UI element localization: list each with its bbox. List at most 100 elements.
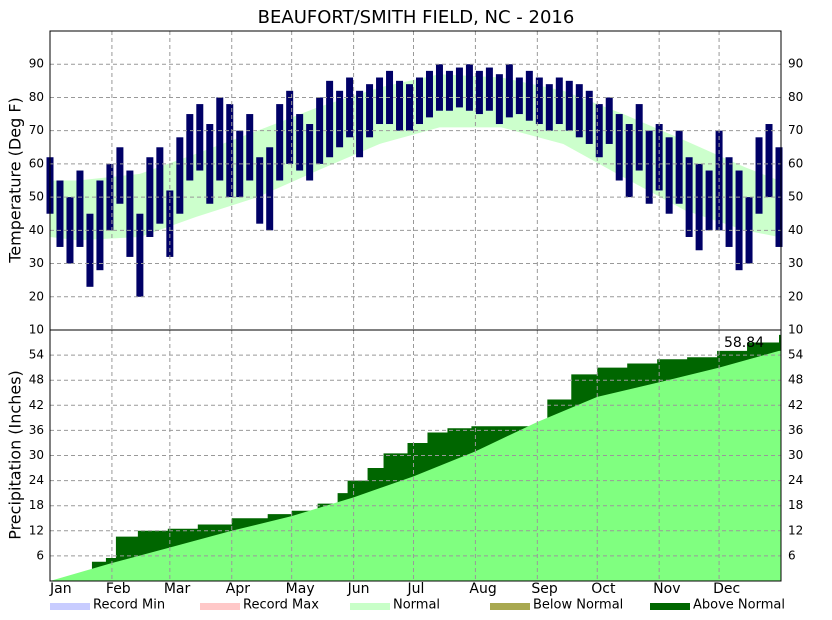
- legend-swatch: [200, 603, 240, 610]
- temperature-bar: [296, 114, 304, 171]
- y-tick-label-right: 80: [788, 90, 803, 104]
- y-tick-label: 40: [29, 223, 44, 237]
- temperature-bar: [206, 124, 214, 204]
- temperature-bar: [485, 67, 493, 111]
- y-axis-title: Precipitation (Inches): [6, 370, 25, 540]
- x-tick-label: Oct: [591, 581, 616, 597]
- y-tick-label-right: 40: [788, 223, 803, 237]
- y-tick-label-right: 24: [788, 473, 803, 487]
- y-tick-label: 24: [29, 473, 44, 487]
- y-tick-label-right: 20: [788, 289, 803, 303]
- temperature-bar: [745, 197, 753, 264]
- x-tick-label: Jun: [347, 581, 370, 597]
- y-tick-label-right: 18: [788, 498, 803, 512]
- temperature-bar: [226, 104, 234, 198]
- legend-swatch: [490, 603, 530, 610]
- legend-swatch: [50, 603, 90, 610]
- x-tick-label: Jan: [49, 581, 72, 597]
- x-tick-label: Sep: [531, 581, 558, 597]
- temperature-bar: [346, 77, 354, 138]
- temperature-bar: [575, 84, 583, 138]
- temperature-bar: [765, 124, 773, 198]
- y-axis-title: Temperature (Deg F): [6, 97, 25, 264]
- precipitation-area: [50, 350, 781, 581]
- temperature-bar: [356, 90, 364, 158]
- temperature-bar: [116, 147, 124, 204]
- y-tick-label-right: 48: [788, 373, 803, 387]
- temperature-bar: [465, 64, 473, 111]
- temperature-bar: [256, 157, 264, 224]
- temperature-bar: [455, 67, 463, 108]
- legend-swatch: [650, 603, 690, 610]
- temperature-bar: [266, 147, 274, 231]
- temperature-bar: [376, 77, 384, 125]
- y-tick-label: 36: [29, 423, 44, 437]
- temperature-bar: [306, 124, 314, 181]
- temperature-bar: [136, 213, 144, 297]
- temperature-bar: [735, 170, 743, 271]
- y-tick-label: 50: [29, 190, 44, 204]
- y-tick-label: 80: [29, 90, 44, 104]
- temperature-bar: [475, 70, 483, 115]
- temperature-bar: [156, 147, 164, 224]
- temperature-bar: [445, 70, 453, 111]
- temperature-bar: [725, 157, 733, 247]
- temperature-bar: [665, 137, 673, 214]
- temperature-bar: [176, 137, 184, 214]
- temperature-bar: [495, 74, 503, 125]
- temperature-bar: [326, 80, 334, 158]
- x-tick-label: Aug: [469, 581, 496, 597]
- y-tick-label-right: 50: [788, 190, 803, 204]
- y-tick-label-right: 36: [788, 423, 803, 437]
- temperature-bar: [755, 137, 763, 214]
- temperature-bar: [396, 80, 404, 131]
- annotation: 58.84: [724, 335, 764, 351]
- temperature-bar: [86, 213, 94, 287]
- temperature-bar: [535, 77, 543, 125]
- temperature-bar: [675, 130, 683, 204]
- x-tick-label: Dec: [713, 581, 740, 597]
- temperature-bar: [366, 84, 374, 138]
- temperature-bar: [246, 114, 254, 181]
- y-tick-label: 20: [29, 289, 44, 303]
- legend-label: Record Max: [243, 598, 319, 613]
- y-tick-label: 10: [29, 323, 44, 337]
- chart-title: BEAUFORT/SMITH FIELD, NC - 2016: [258, 7, 575, 28]
- x-tick-label: Jul: [407, 581, 425, 597]
- legend-label: Above Normal: [693, 598, 785, 613]
- y-tick-label: 60: [29, 156, 44, 170]
- y-tick-label: 12: [29, 523, 44, 537]
- temperature-bar: [625, 124, 633, 198]
- y-tick-label-right: 30: [788, 256, 803, 270]
- temperature-bar: [585, 90, 593, 144]
- y-tick-label-right: 90: [788, 57, 803, 71]
- y-tick-label-right: 60: [788, 156, 803, 170]
- y-tick-label: 54: [29, 348, 44, 362]
- y-tick-label: 90: [29, 57, 44, 71]
- x-tick-label: Apr: [226, 581, 250, 597]
- temperature-bar: [286, 90, 294, 164]
- y-tick-label: 70: [29, 123, 44, 137]
- temperature-bar: [276, 104, 284, 181]
- x-tick-label: Feb: [106, 581, 131, 597]
- x-tick-label: May: [286, 581, 315, 597]
- temperature-bar: [705, 170, 713, 231]
- temperature-bar: [56, 180, 64, 247]
- temperature-bar: [96, 180, 104, 271]
- y-tick-label: 18: [29, 498, 44, 512]
- y-tick-label: 6: [36, 548, 44, 562]
- y-tick-label-right: 70: [788, 123, 803, 137]
- temperature-bar: [645, 130, 653, 204]
- temperature-bar: [545, 84, 553, 131]
- y-tick-label: 48: [29, 373, 44, 387]
- legend-swatch: [350, 603, 390, 610]
- temperature-bar: [435, 64, 443, 111]
- y-tick-label: 42: [29, 398, 44, 412]
- y-tick-label-right: 42: [788, 398, 803, 412]
- x-tick-label: Nov: [653, 581, 680, 597]
- y-tick-label-right: 54: [788, 348, 803, 362]
- temperature-bar: [186, 114, 194, 181]
- temperature-bar: [406, 84, 414, 131]
- temperature-bar: [515, 77, 523, 115]
